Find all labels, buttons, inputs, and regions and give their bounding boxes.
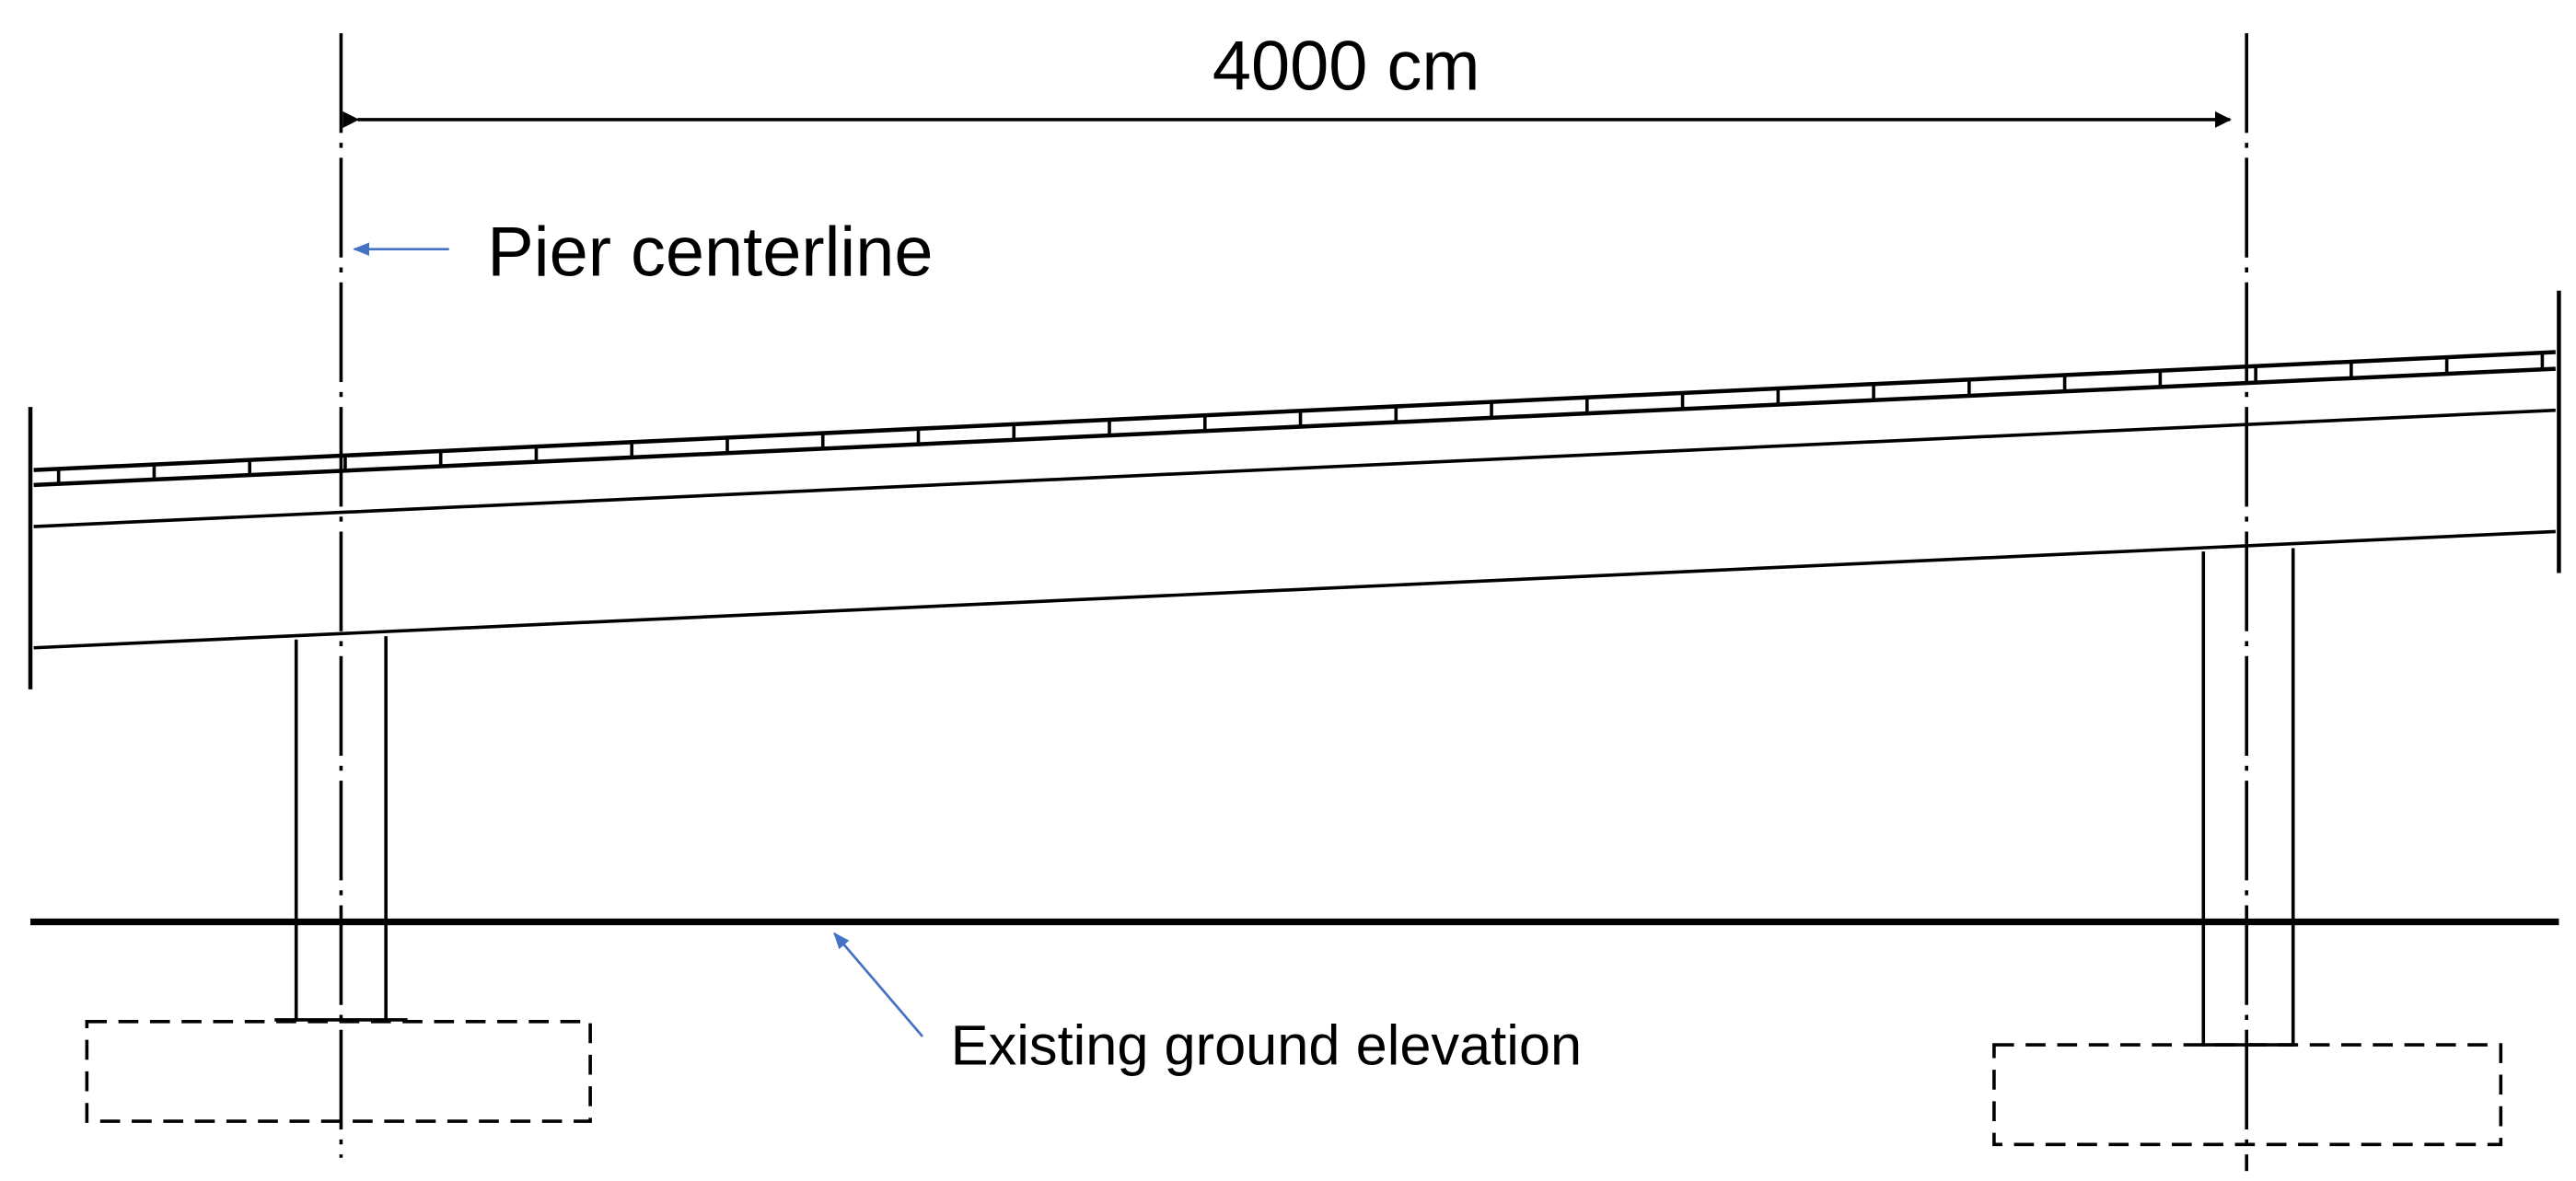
deck-bottom	[33, 529, 2556, 650]
right-footing	[1992, 1043, 2503, 1147]
dimension-label: 4000 cm	[1213, 27, 1480, 105]
railing-bottom	[33, 366, 2556, 488]
left-footing	[85, 1019, 592, 1123]
ground-label: Existing ground elevation	[951, 1014, 1582, 1078]
railing-top	[33, 350, 2556, 472]
bridge-deck	[28, 290, 2561, 689]
pier-centerline-label: Pier centerline	[487, 214, 933, 292]
deck-top	[33, 408, 2556, 528]
ground-arrow	[833, 932, 924, 1037]
